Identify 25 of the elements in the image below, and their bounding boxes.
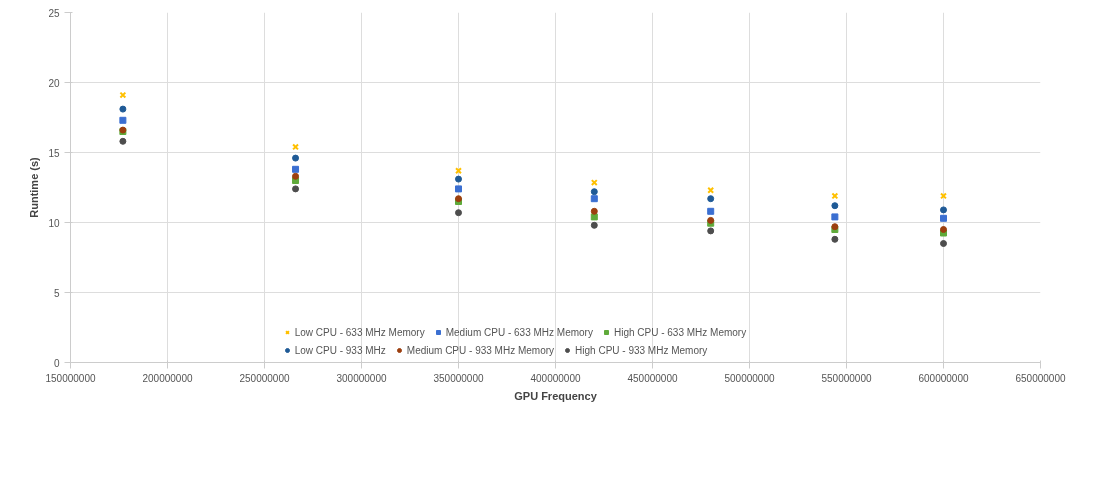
legend-label: High CPU - 633 MHz Memory — [613, 326, 747, 338]
legend-label: Low CPU - 933 MHz — [294, 344, 386, 356]
x-axis-title: GPU Frequency — [514, 389, 598, 402]
x-tick-label: 300000000 — [336, 372, 387, 384]
legend-label: Medium CPU - 633 MHz Memory — [445, 326, 593, 338]
x-tick-label: 400000000 — [530, 372, 581, 384]
y-tick-label: 15 — [48, 147, 60, 159]
x-tick-label: 250000000 — [239, 372, 290, 384]
x-tick-label: 500000000 — [724, 372, 775, 384]
y-tick-label: 25 — [48, 7, 60, 19]
y-tick-label: 5 — [53, 287, 60, 299]
x-tick-label: 150000000 — [45, 372, 96, 384]
y-tick-label: 20 — [48, 77, 60, 89]
legend-label: High CPU - 933 MHz Memory — [575, 344, 708, 356]
y-axis-title: Runtime (s) — [28, 156, 41, 218]
x-tick-label: 200000000 — [142, 372, 193, 384]
legend-label: Low CPU - 633 MHz Memory — [294, 326, 425, 338]
legend-label: Medium CPU - 933 MHz Memory — [406, 344, 555, 356]
x-tick-label: 600000000 — [918, 372, 969, 384]
x-tick-label: 450000000 — [627, 372, 678, 384]
x-tick-label: 350000000 — [433, 372, 484, 384]
x-tick-label: 650000000 — [1015, 372, 1066, 384]
x-tick-label: 550000000 — [821, 372, 872, 384]
y-tick-label: 0 — [53, 357, 60, 369]
y-tick-label: 10 — [48, 217, 60, 229]
